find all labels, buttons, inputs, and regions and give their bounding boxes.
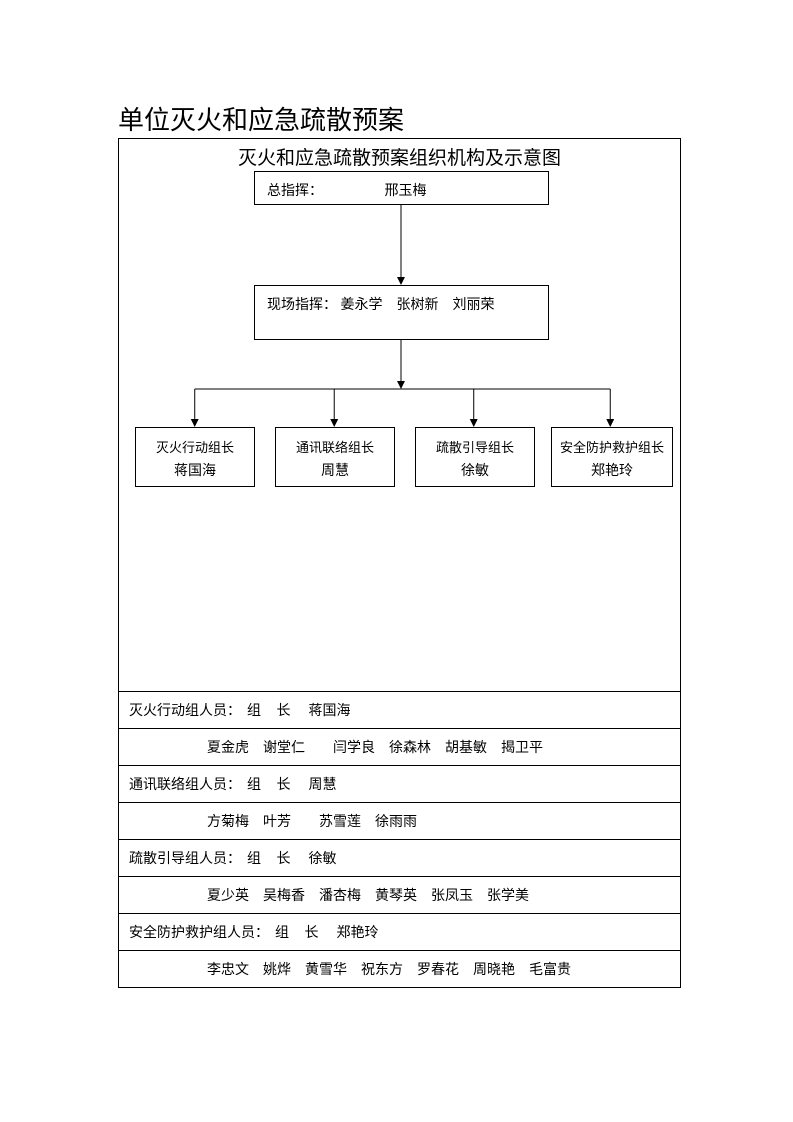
group-leader-name: 周慧 <box>276 462 394 482</box>
group-leader-name: 蒋国海 <box>136 462 254 482</box>
table-row: 疏散引导组人员： 组 长 徐敏 <box>119 839 680 876</box>
member-list: 夏少英 吴梅香 潘杏梅 黄琴英 张凤玉 张学美 <box>207 885 529 905</box>
outer-frame: 灭火和应急疏散预案组织机构及示意图 总指挥： 邢玉梅 现场指挥： 姜永学 张树新… <box>118 138 681 988</box>
commander-label: 总指挥： <box>267 180 323 200</box>
table-row: 夏少英 吴梅香 潘杏梅 黄琴英 张凤玉 张学美 <box>119 876 680 913</box>
member-list: 李忠文 姚烨 黄雪华 祝东方 罗春花 周晓艳 毛富贵 <box>207 959 571 979</box>
member-list: 方菊梅 叶芳 苏雪莲 徐雨雨 <box>207 811 417 831</box>
leader-name: 周慧 <box>309 774 337 794</box>
scene-commander-label: 现场指挥： <box>267 298 337 313</box>
table-row: 李忠文 姚烨 黄雪华 祝东方 罗春花 周晓艳 毛富贵 <box>119 950 680 987</box>
group-header: 安全防护救护组人员： <box>129 922 269 942</box>
commander-name: 邢玉梅 <box>385 184 427 199</box>
leader-name: 郑艳玲 <box>337 922 379 942</box>
leader-label: 组 长 <box>247 700 297 720</box>
org-connectors <box>119 139 680 679</box>
group-node-evac: 疏散引导组长 徐敏 <box>415 427 535 487</box>
group-leader-name: 郑艳玲 <box>552 462 672 482</box>
member-list: 夏金虎 谢堂仁 闫学良 徐森林 胡基敏 揭卫平 <box>207 737 543 757</box>
page-title: 单位灭火和应急疏散预案 <box>118 100 404 137</box>
scene-commander-node: 现场指挥： 姜永学 张树新 刘丽荣 <box>254 285 549 340</box>
group-role: 灭火行动组长 <box>136 438 254 458</box>
leader-name: 徐敏 <box>309 848 337 868</box>
scene-commander-names: 姜永学 张树新 刘丽荣 <box>341 298 495 313</box>
leader-label: 组 长 <box>247 848 297 868</box>
table-row: 灭火行动组人员： 组 长 蒋国海 <box>119 691 680 728</box>
table-row: 通讯联络组人员： 组 长 周慧 <box>119 765 680 802</box>
personnel-table: 灭火行动组人员： 组 长 蒋国海 夏金虎 谢堂仁 闫学良 徐森林 胡基敏 揭卫平… <box>119 691 680 987</box>
table-row: 方菊梅 叶芳 苏雪莲 徐雨雨 <box>119 802 680 839</box>
group-role: 安全防护救护组长 <box>552 438 672 458</box>
chart-title: 灭火和应急疏散预案组织机构及示意图 <box>119 143 680 170</box>
group-role: 疏散引导组长 <box>416 438 534 458</box>
commander-node: 总指挥： 邢玉梅 <box>254 171 549 205</box>
group-node-fire: 灭火行动组长 蒋国海 <box>135 427 255 487</box>
table-row: 安全防护救护组人员： 组 长 郑艳玲 <box>119 913 680 950</box>
table-row: 夏金虎 谢堂仁 闫学良 徐森林 胡基敏 揭卫平 <box>119 728 680 765</box>
group-header: 灭火行动组人员： <box>129 700 241 720</box>
group-header: 通讯联络组人员： <box>129 774 241 794</box>
leader-label: 组 长 <box>247 774 297 794</box>
group-header: 疏散引导组人员： <box>129 848 241 868</box>
group-node-safety: 安全防护救护组长 郑艳玲 <box>551 427 673 487</box>
leader-label: 组 长 <box>275 922 325 942</box>
leader-name: 蒋国海 <box>309 700 351 720</box>
group-role: 通讯联络组长 <box>276 438 394 458</box>
group-node-comm: 通讯联络组长 周慧 <box>275 427 395 487</box>
group-leader-name: 徐敏 <box>416 462 534 482</box>
